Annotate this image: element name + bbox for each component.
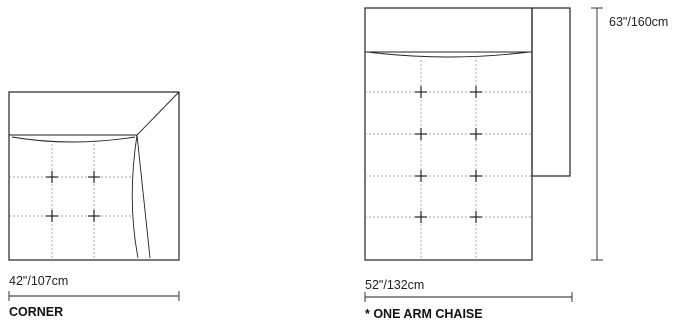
corner-module-name: CORNER	[9, 305, 63, 319]
corner-seat-grid	[9, 140, 133, 260]
chaise-tufts	[415, 86, 482, 223]
chaise-length-label: 63"/160cm	[609, 15, 668, 29]
chaise-length-dimension-line	[591, 7, 603, 261]
chaise-back-cushion-curve	[367, 51, 530, 58]
corner-outline	[8, 91, 180, 261]
chaise-seat-grid	[365, 56, 532, 260]
chaise-width-dimension-line	[364, 292, 573, 302]
corner-width-label: 42"/107cm	[9, 274, 68, 288]
corner-back-cushion-edge	[9, 91, 180, 136]
corner-side-cushion-edge	[136, 134, 151, 259]
chaise-module: 63"/160cm 52"/132cm * ONE ARM CHAISE	[364, 7, 668, 321]
corner-side-cushion-curve	[131, 134, 139, 259]
corner-back-cushion-curve	[11, 136, 136, 143]
chaise-arm	[531, 7, 571, 177]
chaise-module-name: * ONE ARM CHAISE	[365, 307, 483, 321]
corner-width-dimension-line	[8, 291, 180, 301]
corner-module: 42"/107cm CORNER	[8, 91, 180, 319]
chaise-width-label: 52"/132cm	[365, 278, 424, 292]
corner-tufts	[46, 171, 100, 222]
